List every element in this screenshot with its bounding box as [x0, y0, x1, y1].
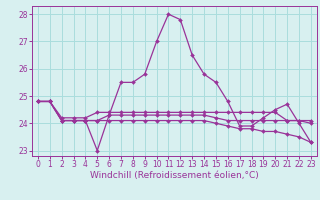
X-axis label: Windchill (Refroidissement éolien,°C): Windchill (Refroidissement éolien,°C)	[90, 171, 259, 180]
